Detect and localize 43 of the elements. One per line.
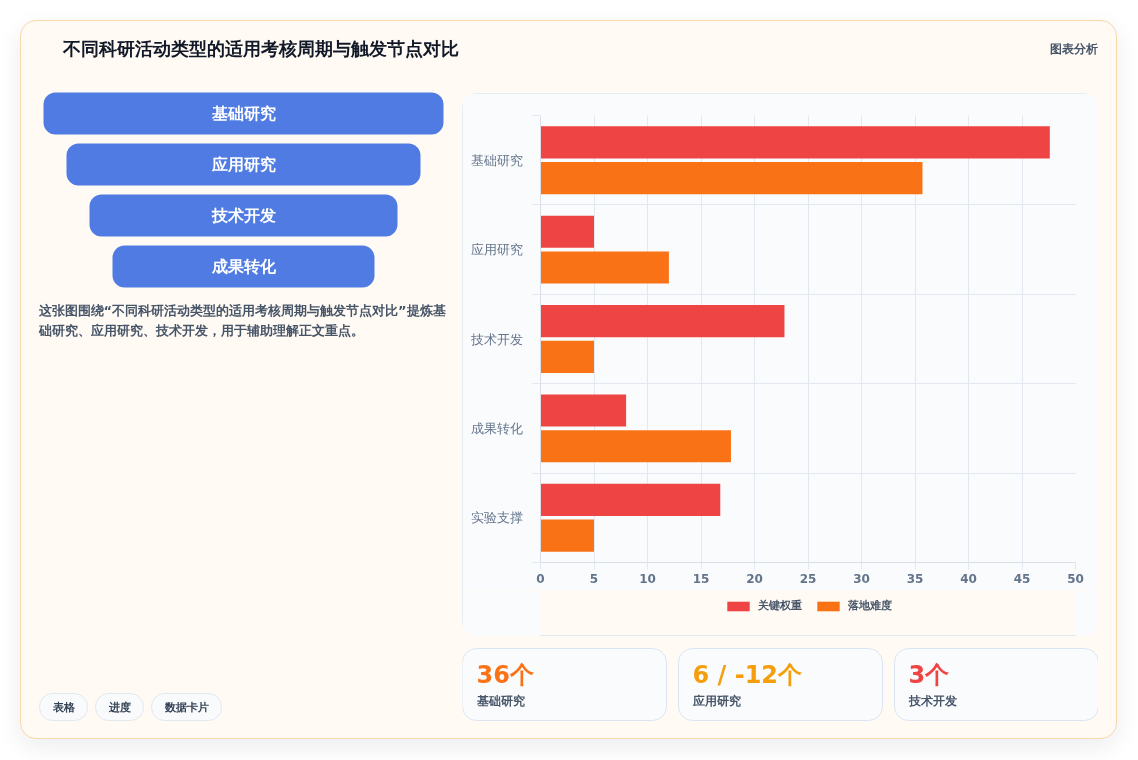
bar — [540, 483, 721, 517]
x-tick-label: 45 — [1013, 571, 1031, 586]
y-tick-label: 应用研究 — [470, 242, 523, 258]
text: 这张图围绕“不同科研活动类型的适用考核周期与触发节点对比”提炼基础研究、应用研究、技术开发，用于辅助理解正文重点。 — [37, 303, 446, 338]
bar — [540, 430, 731, 463]
legend-label: 关键权重 — [757, 598, 802, 613]
category-label: 技术开发 — [210, 206, 276, 225]
text: 应用研究 — [691, 693, 741, 708]
legend-label: 落地难度 — [847, 598, 892, 613]
text: 技术开发 — [907, 693, 957, 708]
text: 6 / -12个 — [692, 660, 803, 689]
text: 进度 — [107, 700, 131, 714]
x-tick-label: 50 — [1067, 571, 1084, 586]
y-tick-label: 基础研究 — [470, 152, 523, 168]
x-tick-label: 30 — [853, 571, 870, 586]
text: 表格 — [51, 700, 76, 714]
x-tick-label: 35 — [906, 571, 924, 586]
x-tick-label: 15 — [692, 571, 710, 586]
category-label: 应用研究 — [210, 155, 276, 174]
y-tick-label: 成果转化 — [470, 420, 523, 436]
bar — [540, 305, 785, 338]
y-tick-label: 实验支撑 — [470, 510, 523, 526]
x-tick-label: 5 — [589, 571, 599, 586]
text: 3个 — [908, 660, 950, 689]
text: 36个 — [476, 660, 534, 689]
text: 图表分析 — [1049, 41, 1098, 56]
text: 数据卡片 — [163, 700, 209, 714]
text: 不同科研活动类型的适用考核周期与触发节点对比 — [61, 38, 459, 59]
bar — [540, 394, 627, 427]
bar — [540, 251, 669, 284]
bar — [540, 161, 923, 195]
y-tick-label: 技术开发 — [469, 331, 523, 347]
category-label: 基础研究 — [210, 104, 276, 123]
x-tick-label: 40 — [960, 571, 977, 586]
x-tick-label: 0 — [536, 571, 545, 586]
category-label: 成果转化 — [210, 257, 277, 276]
x-tick-label: 10 — [639, 571, 656, 586]
bar — [540, 126, 1050, 159]
x-tick-label: 20 — [746, 571, 763, 586]
bar — [540, 340, 594, 373]
bar — [540, 215, 594, 248]
bar — [540, 519, 594, 552]
x-tick-label: 25 — [799, 571, 817, 586]
